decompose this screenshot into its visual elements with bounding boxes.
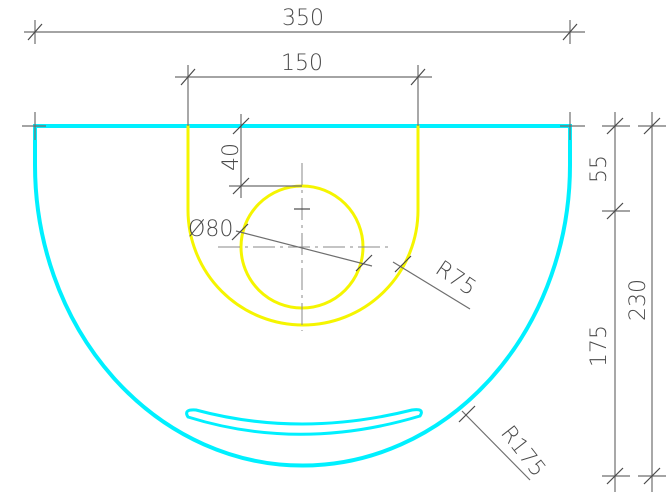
dim-label-230: 230 <box>626 279 651 321</box>
tick-diameter-left <box>231 223 249 241</box>
tick-chain-mid <box>606 202 624 220</box>
tick-150-left <box>180 68 196 86</box>
tick-230-bottom <box>643 467 661 485</box>
tick-350-left <box>27 23 43 41</box>
dim-label-40: 40 <box>219 143 244 171</box>
tick-230-top <box>643 117 661 135</box>
dim-label-55: 55 <box>587 155 612 183</box>
dim-label-350: 350 <box>282 6 324 31</box>
dim-label-r75: R75 <box>431 256 481 301</box>
tick-chain-top <box>606 117 624 135</box>
tick-150-right <box>410 68 426 86</box>
tick-40-bottom <box>232 177 250 195</box>
bottom-slot <box>185 408 423 436</box>
dim-label-175: 175 <box>587 325 612 367</box>
tick-350-right <box>562 23 578 41</box>
tick-r175 <box>458 405 476 423</box>
tick-40-top <box>232 117 250 135</box>
outer-profile <box>33 124 572 468</box>
leader-r75 <box>392 261 471 310</box>
leader-r175 <box>461 410 531 481</box>
tick-diameter-right <box>355 254 373 272</box>
leader-diameter <box>235 230 373 267</box>
dim-label-150: 150 <box>281 51 323 76</box>
tick-chain-bottom <box>606 467 624 485</box>
dim-label-diameter: Ø80 <box>188 217 233 242</box>
tick-r75 <box>394 255 412 273</box>
inner-cutout <box>186 124 420 327</box>
